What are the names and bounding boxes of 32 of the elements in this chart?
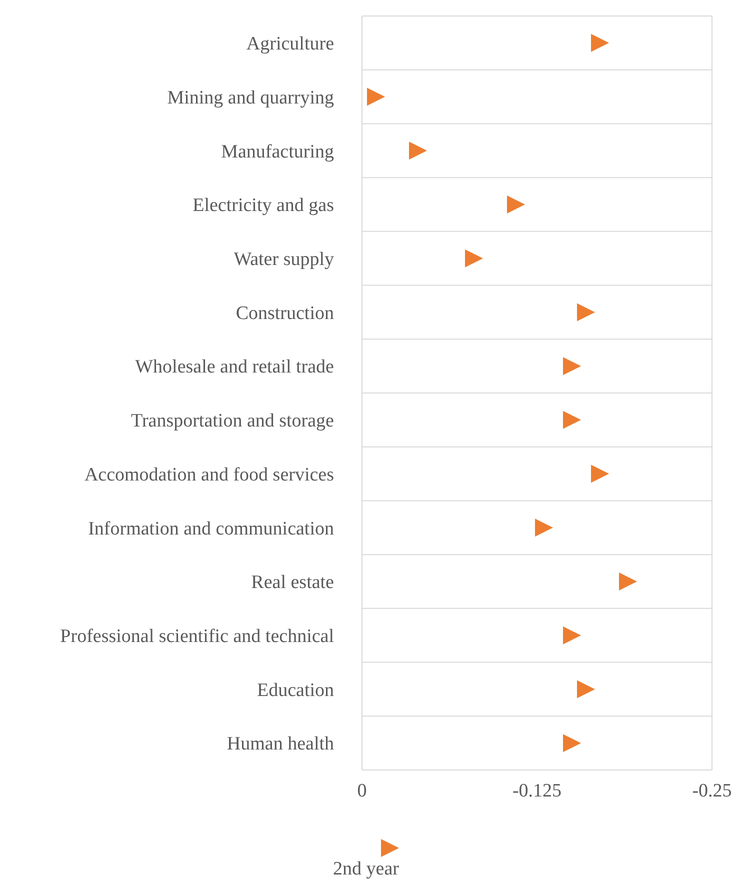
point	[535, 518, 553, 537]
y-tick-label: Information and communication	[88, 518, 334, 540]
y-tick-label: Water supply	[234, 249, 334, 270]
y-tick-label: Construction	[236, 302, 334, 324]
point	[563, 734, 581, 752]
point	[409, 142, 427, 160]
y-tick-label: Transportation and storage	[131, 410, 334, 432]
y-tick-label: Mining and quarrying	[167, 87, 334, 108]
point	[465, 249, 483, 268]
y-tick-label: Manufacturing	[221, 141, 334, 162]
point	[619, 572, 637, 590]
point	[563, 626, 581, 644]
y-tick-label: Agriculture	[246, 34, 334, 55]
point	[577, 680, 595, 698]
y-tick-label: Professional scientific and technical	[60, 626, 334, 648]
x-tick-label: -0.25	[692, 780, 732, 802]
x-tick-label: -0.125	[512, 780, 562, 802]
point	[563, 410, 581, 429]
x-tick-label: 0	[357, 780, 367, 802]
point	[563, 357, 581, 376]
point	[591, 464, 609, 483]
y-tick-label: Real estate	[251, 572, 334, 594]
point	[577, 303, 595, 322]
y-tick-label: Accomodation and food services	[84, 464, 334, 486]
y-tick-label: Wholesale and retail trade	[135, 356, 334, 378]
point	[507, 196, 525, 214]
legend-label: 2nd year	[333, 858, 400, 880]
y-tick-label: Education	[256, 680, 334, 701]
y-tick-label: Human health	[226, 734, 334, 755]
point	[591, 34, 609, 52]
y-tick-label: Electricity and gas	[192, 195, 334, 216]
point	[367, 88, 385, 106]
